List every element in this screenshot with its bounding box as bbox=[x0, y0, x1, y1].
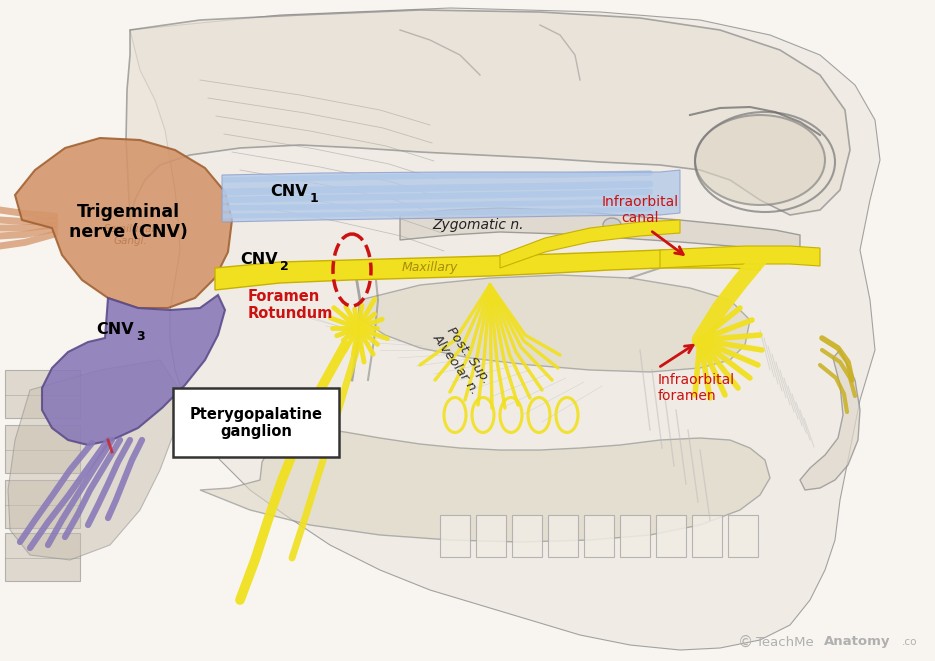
Bar bbox=[440, 515, 470, 557]
Text: 2: 2 bbox=[280, 260, 289, 274]
Text: CNV: CNV bbox=[270, 184, 308, 200]
Text: 1: 1 bbox=[310, 192, 319, 204]
Text: Infraorbital
foramen: Infraorbital foramen bbox=[658, 373, 735, 403]
Bar bbox=[476, 515, 506, 557]
Text: Infraorbital
canal: Infraorbital canal bbox=[601, 195, 679, 225]
Ellipse shape bbox=[603, 218, 621, 232]
Bar bbox=[5, 480, 80, 528]
Bar bbox=[692, 515, 722, 557]
Polygon shape bbox=[8, 360, 180, 560]
Text: Post. Sup.
Alveolar n.: Post. Sup. Alveolar n. bbox=[430, 323, 494, 397]
Text: Zygomatic n.: Zygomatic n. bbox=[432, 218, 524, 232]
Text: TeachMe: TeachMe bbox=[756, 635, 813, 648]
Polygon shape bbox=[42, 295, 225, 445]
Text: CNV: CNV bbox=[240, 253, 278, 268]
Bar bbox=[5, 533, 80, 581]
Polygon shape bbox=[660, 246, 820, 268]
Polygon shape bbox=[800, 350, 860, 490]
Bar bbox=[584, 515, 614, 557]
Polygon shape bbox=[222, 170, 680, 222]
Text: .co: .co bbox=[902, 637, 917, 647]
Text: ©: © bbox=[738, 635, 754, 650]
Polygon shape bbox=[215, 250, 760, 290]
Bar bbox=[512, 515, 542, 557]
Ellipse shape bbox=[695, 115, 825, 205]
Bar bbox=[5, 425, 80, 473]
Text: Maxillary: Maxillary bbox=[402, 262, 458, 274]
Polygon shape bbox=[360, 275, 750, 372]
Text: 3: 3 bbox=[136, 330, 145, 344]
FancyBboxPatch shape bbox=[173, 388, 339, 457]
Bar bbox=[620, 515, 650, 557]
Polygon shape bbox=[15, 138, 232, 308]
Text: Semilunar
Gangl.: Semilunar Gangl. bbox=[104, 224, 156, 246]
Polygon shape bbox=[400, 208, 800, 255]
Bar bbox=[5, 370, 80, 418]
Polygon shape bbox=[126, 10, 850, 220]
Text: Pterygopalatine
ganglion: Pterygopalatine ganglion bbox=[190, 407, 323, 439]
Polygon shape bbox=[500, 220, 680, 268]
Text: Foramen
Rotundum: Foramen Rotundum bbox=[248, 289, 334, 321]
Polygon shape bbox=[130, 8, 880, 650]
Bar bbox=[728, 515, 758, 557]
Bar bbox=[656, 515, 686, 557]
Text: CNV: CNV bbox=[96, 323, 134, 338]
Bar bbox=[548, 515, 578, 557]
Text: Trigeminal
nerve (CNV): Trigeminal nerve (CNV) bbox=[68, 203, 187, 241]
Polygon shape bbox=[200, 428, 770, 542]
Text: Anatomy: Anatomy bbox=[824, 635, 890, 648]
